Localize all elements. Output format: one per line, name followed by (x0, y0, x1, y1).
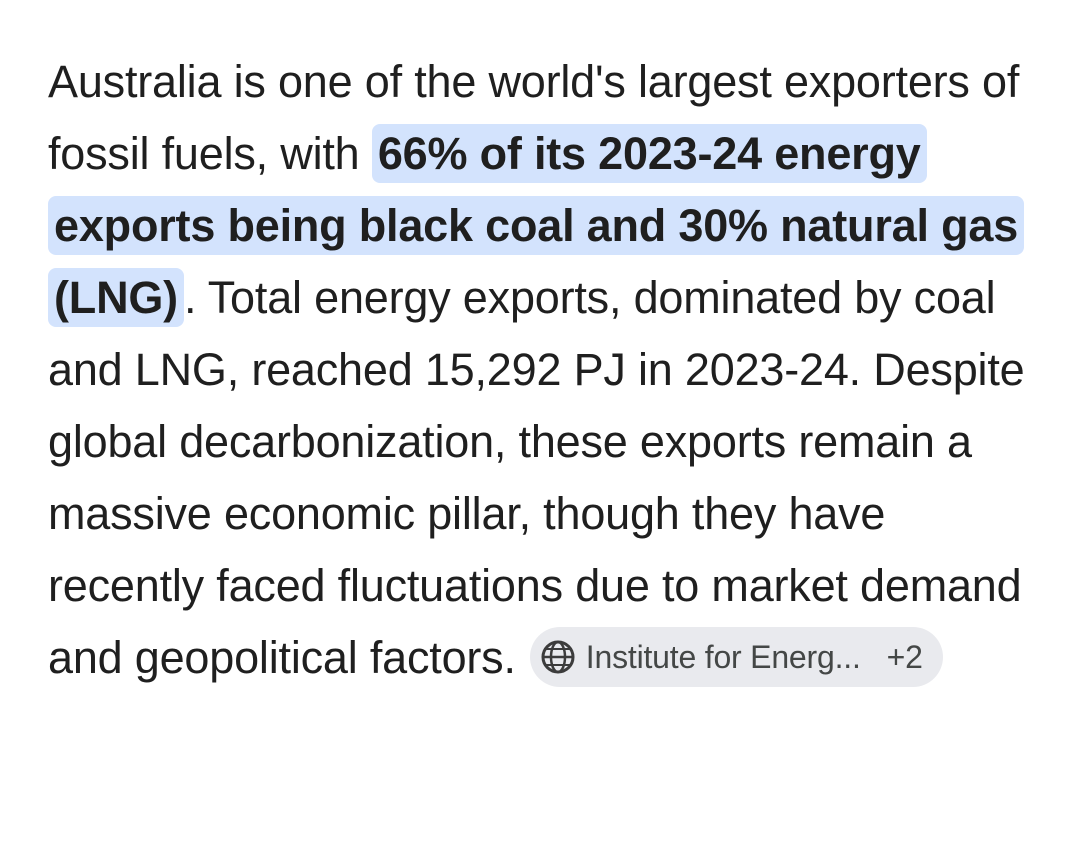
text: . Total energy exports, dominated by coa… (48, 272, 1025, 683)
globe-icon (541, 640, 575, 674)
citation-chip[interactable]: Institute for Energ... +2 (529, 627, 943, 688)
citation-source: Institute for Energ... (585, 639, 861, 676)
citation-more: +2 (886, 639, 923, 676)
text: Australia is one of the world's largest … (48, 56, 1020, 179)
answer-paragraph: Australia is one of the world's largest … (48, 46, 1033, 694)
